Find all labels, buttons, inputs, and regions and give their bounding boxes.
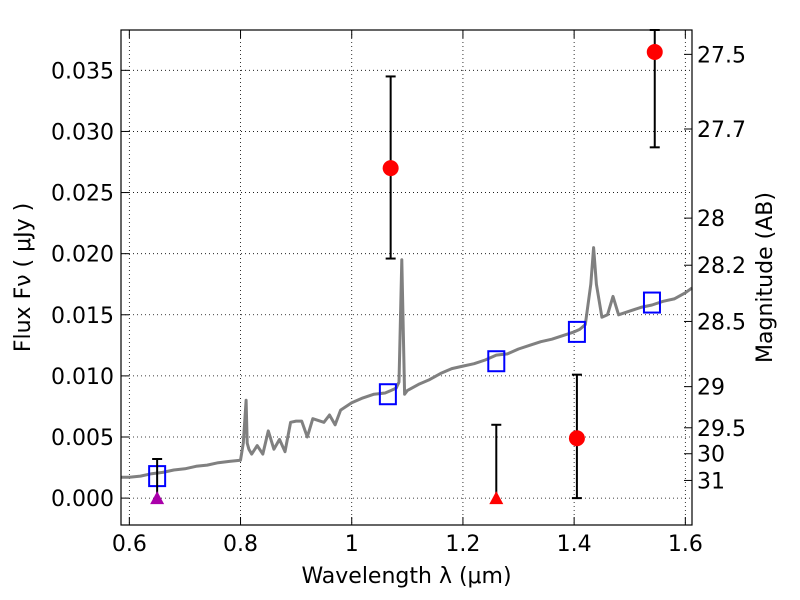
- observed-flux-point: [382, 160, 399, 177]
- right-tick-label: 31: [697, 469, 725, 494]
- y-tick-label: 0.010: [51, 365, 114, 390]
- observed-flux-point: [646, 44, 663, 60]
- x-axis-label: Wavelength λ (μm): [301, 564, 511, 589]
- model-photometry-square: [642, 291, 661, 314]
- right-tick-label: 28: [697, 207, 725, 232]
- right-tick-label: 29: [697, 376, 725, 401]
- axis-ticks: 0.6 0.8 1 1.2 1.4 1.6 0.000 0.005 0.010 0.015 0.02…: [51, 30, 746, 557]
- x-tick-label: 1.6: [668, 532, 703, 557]
- right-tick-label: 30: [697, 443, 725, 468]
- y-axis-label: Flux Fν ( μJy ): [11, 203, 36, 352]
- y-tick-label: 0.020: [51, 243, 114, 268]
- model-photometry-square: [567, 320, 586, 343]
- right-tick-label: 29.5: [697, 417, 746, 442]
- model-spectrum-line: [121, 246, 693, 479]
- x-tick-label: 1.2: [445, 532, 480, 557]
- model-photometry-square: [378, 383, 397, 406]
- right-tick-label: 28.2: [697, 254, 746, 279]
- y-tick-label: 0.000: [51, 487, 114, 512]
- observed-flux-point: [568, 430, 585, 447]
- upper-limit-triangle: [150, 491, 165, 505]
- plot-frame: [120, 29, 693, 526]
- data-points-layer: [148, 29, 663, 505]
- grid: [121, 30, 692, 525]
- x-tick-label: 1.4: [557, 532, 592, 557]
- model-spectrum-layer: [121, 246, 693, 479]
- y-tick-label: 0.015: [51, 304, 114, 329]
- x-tick-label: 0.8: [223, 532, 258, 557]
- upper-limit-triangle: [489, 491, 504, 505]
- right-axis-label: Magnitude (AB): [753, 192, 778, 363]
- y-tick-label: 0.025: [51, 182, 114, 207]
- model-photometry-square: [487, 350, 506, 373]
- right-tick-label: 27.5: [697, 43, 746, 68]
- y-tick-label: 0.030: [51, 120, 114, 145]
- right-tick-label: 28.5: [697, 310, 746, 335]
- x-tick-label: 0.6: [112, 532, 147, 557]
- y-tick-label: 0.035: [51, 59, 114, 84]
- right-tick-label: 27.7: [697, 118, 746, 143]
- y-tick-label: 0.005: [51, 426, 114, 451]
- x-tick-label: 1: [345, 532, 359, 557]
